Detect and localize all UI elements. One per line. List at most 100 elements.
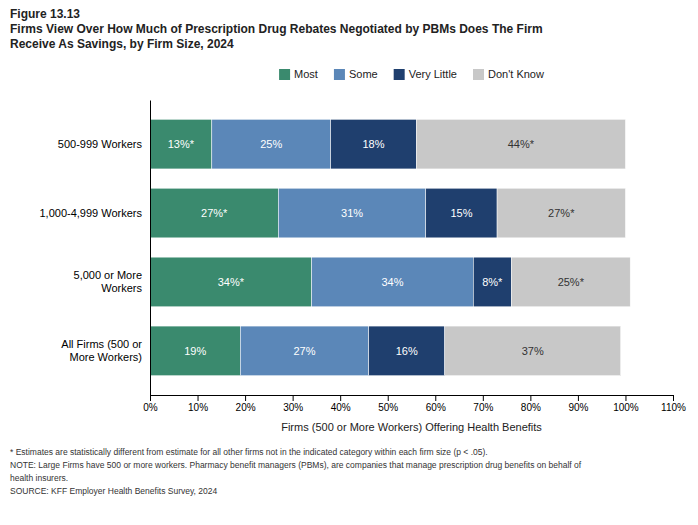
bar — [445, 326, 621, 376]
data-labels: 13%*27%*34%*19%25%31%34%27%18%15%8%*16%4… — [168, 138, 585, 357]
tick-mark — [198, 395, 199, 401]
bar — [416, 119, 625, 169]
tick-label: 30% — [283, 402, 303, 413]
tick-label: 80% — [521, 402, 541, 413]
tick: 100% — [613, 395, 639, 413]
tick-label: 60% — [426, 402, 446, 413]
tick-mark — [578, 395, 579, 401]
tick-mark — [293, 395, 294, 401]
bar — [511, 257, 630, 307]
tick-label-line: 5,000 or More — [74, 269, 142, 281]
tick-label: 70% — [473, 402, 493, 413]
axis-domain — [150, 101, 151, 396]
tick: 1,000-4,999 Workers — [39, 207, 142, 219]
tick-mark — [435, 395, 436, 401]
data-label: 31% — [341, 207, 363, 219]
tick: 10% — [188, 395, 208, 413]
data-label: 25%* — [558, 276, 585, 288]
tick-label: 5,000 or MoreWorkers — [74, 269, 143, 294]
tick: All Firms (500 orMore Workers) — [61, 338, 142, 363]
tick-mark — [340, 395, 341, 401]
tick-mark — [150, 395, 151, 401]
tick-label: 1,000-4,999 Workers — [39, 207, 142, 219]
legend-label: Some — [349, 68, 378, 80]
data-label: 27% — [294, 345, 316, 357]
bar — [150, 188, 278, 238]
footnote: health insurers. — [10, 473, 68, 483]
legend-label: Don't Know — [488, 68, 544, 80]
tick-mark — [530, 395, 531, 401]
legend: Most Some Very Little Don't Know — [279, 68, 544, 80]
tick-label: 110% — [661, 402, 686, 413]
legend-swatch — [394, 69, 405, 80]
legend-item: Some — [334, 68, 378, 80]
bar — [369, 326, 445, 376]
bar — [331, 119, 417, 169]
bar — [150, 119, 212, 169]
tick: 0% — [143, 395, 158, 413]
tick-mark — [673, 395, 674, 401]
legend-swatch — [334, 69, 345, 80]
data-label: 16% — [396, 345, 418, 357]
tick: 70% — [473, 395, 493, 413]
data-label: 18% — [362, 138, 384, 150]
bars — [150, 119, 630, 375]
legend-item: Most — [279, 68, 318, 80]
bar — [212, 119, 331, 169]
tick-label: All Firms (500 orMore Workers) — [61, 338, 142, 363]
tick-label: 90% — [568, 402, 588, 413]
tick-label: 500-999 Workers — [58, 138, 143, 150]
bar — [497, 188, 625, 238]
bar — [278, 188, 425, 238]
tick-label: 10% — [188, 402, 208, 413]
bar — [473, 257, 511, 307]
x-axis-title: Firms (500 or More Workers) Offering Hea… — [281, 421, 542, 433]
data-label: 8%* — [482, 276, 503, 288]
data-label: 13%* — [168, 138, 195, 150]
series-bars — [416, 119, 630, 375]
legend-item: Very Little — [394, 68, 457, 80]
tick-mark — [625, 395, 626, 401]
tick-label: 20% — [236, 402, 256, 413]
footnote: * Estimates are statistically different … — [10, 447, 488, 457]
data-label: 27%* — [548, 207, 575, 219]
bar — [312, 257, 474, 307]
subtitle: Firms View Over How Much of Prescription… — [10, 22, 543, 51]
x-axis: 0% 10% 20% 30% 40% 50% 60% 70% 80% 90% 100% 110% — [143, 395, 686, 413]
tick-label: 50% — [378, 402, 398, 413]
bar — [240, 326, 368, 376]
tick: 40% — [331, 395, 351, 413]
footnote: SOURCE: KFF Employer Health Benefits Sur… — [10, 486, 218, 496]
legend-swatch — [279, 69, 290, 80]
tick: 80% — [521, 395, 541, 413]
tick-label-line: 500-999 Workers — [58, 138, 143, 150]
plot: 13%*27%*34%*19%25%31%34%27%18%15%8%*16%4… — [39, 101, 686, 434]
legend-swatch — [473, 69, 484, 80]
data-label: 37% — [522, 345, 544, 357]
data-label: 15% — [450, 207, 472, 219]
legend-label: Most — [294, 68, 318, 80]
tick-label: 0% — [143, 402, 158, 413]
tick-label-line: 1,000-4,999 Workers — [39, 207, 142, 219]
tick: 500-999 Workers — [58, 138, 143, 150]
footnote: NOTE: Large Firms have 500 or more worke… — [10, 460, 582, 470]
tick: 90% — [568, 395, 588, 413]
tick: 50% — [378, 395, 398, 413]
subtitle-line: Receive As Savings, by Firm Size, 2024 — [10, 37, 234, 51]
bar — [426, 188, 497, 238]
data-label: 34% — [381, 276, 403, 288]
data-label: 27%* — [201, 207, 228, 219]
tick-label: 40% — [331, 402, 351, 413]
tick: 30% — [283, 395, 303, 413]
tick-label-line: Workers — [101, 282, 142, 294]
tick-label: 100% — [613, 402, 639, 413]
data-label: 34%* — [218, 276, 245, 288]
tick-mark — [483, 395, 484, 401]
y-axis: 500-999 Workers 1,000-4,999 Workers 5,000 … — [39, 101, 150, 396]
tick-label-line: All Firms (500 or — [61, 338, 142, 350]
legend-label: Very Little — [409, 68, 457, 80]
chart: Figure 13.13Firms View Over How Much of … — [0, 0, 698, 525]
tick: 60% — [426, 395, 446, 413]
data-label: 25% — [260, 138, 282, 150]
subtitle-line: Firms View Over How Much of Prescription… — [10, 22, 543, 36]
